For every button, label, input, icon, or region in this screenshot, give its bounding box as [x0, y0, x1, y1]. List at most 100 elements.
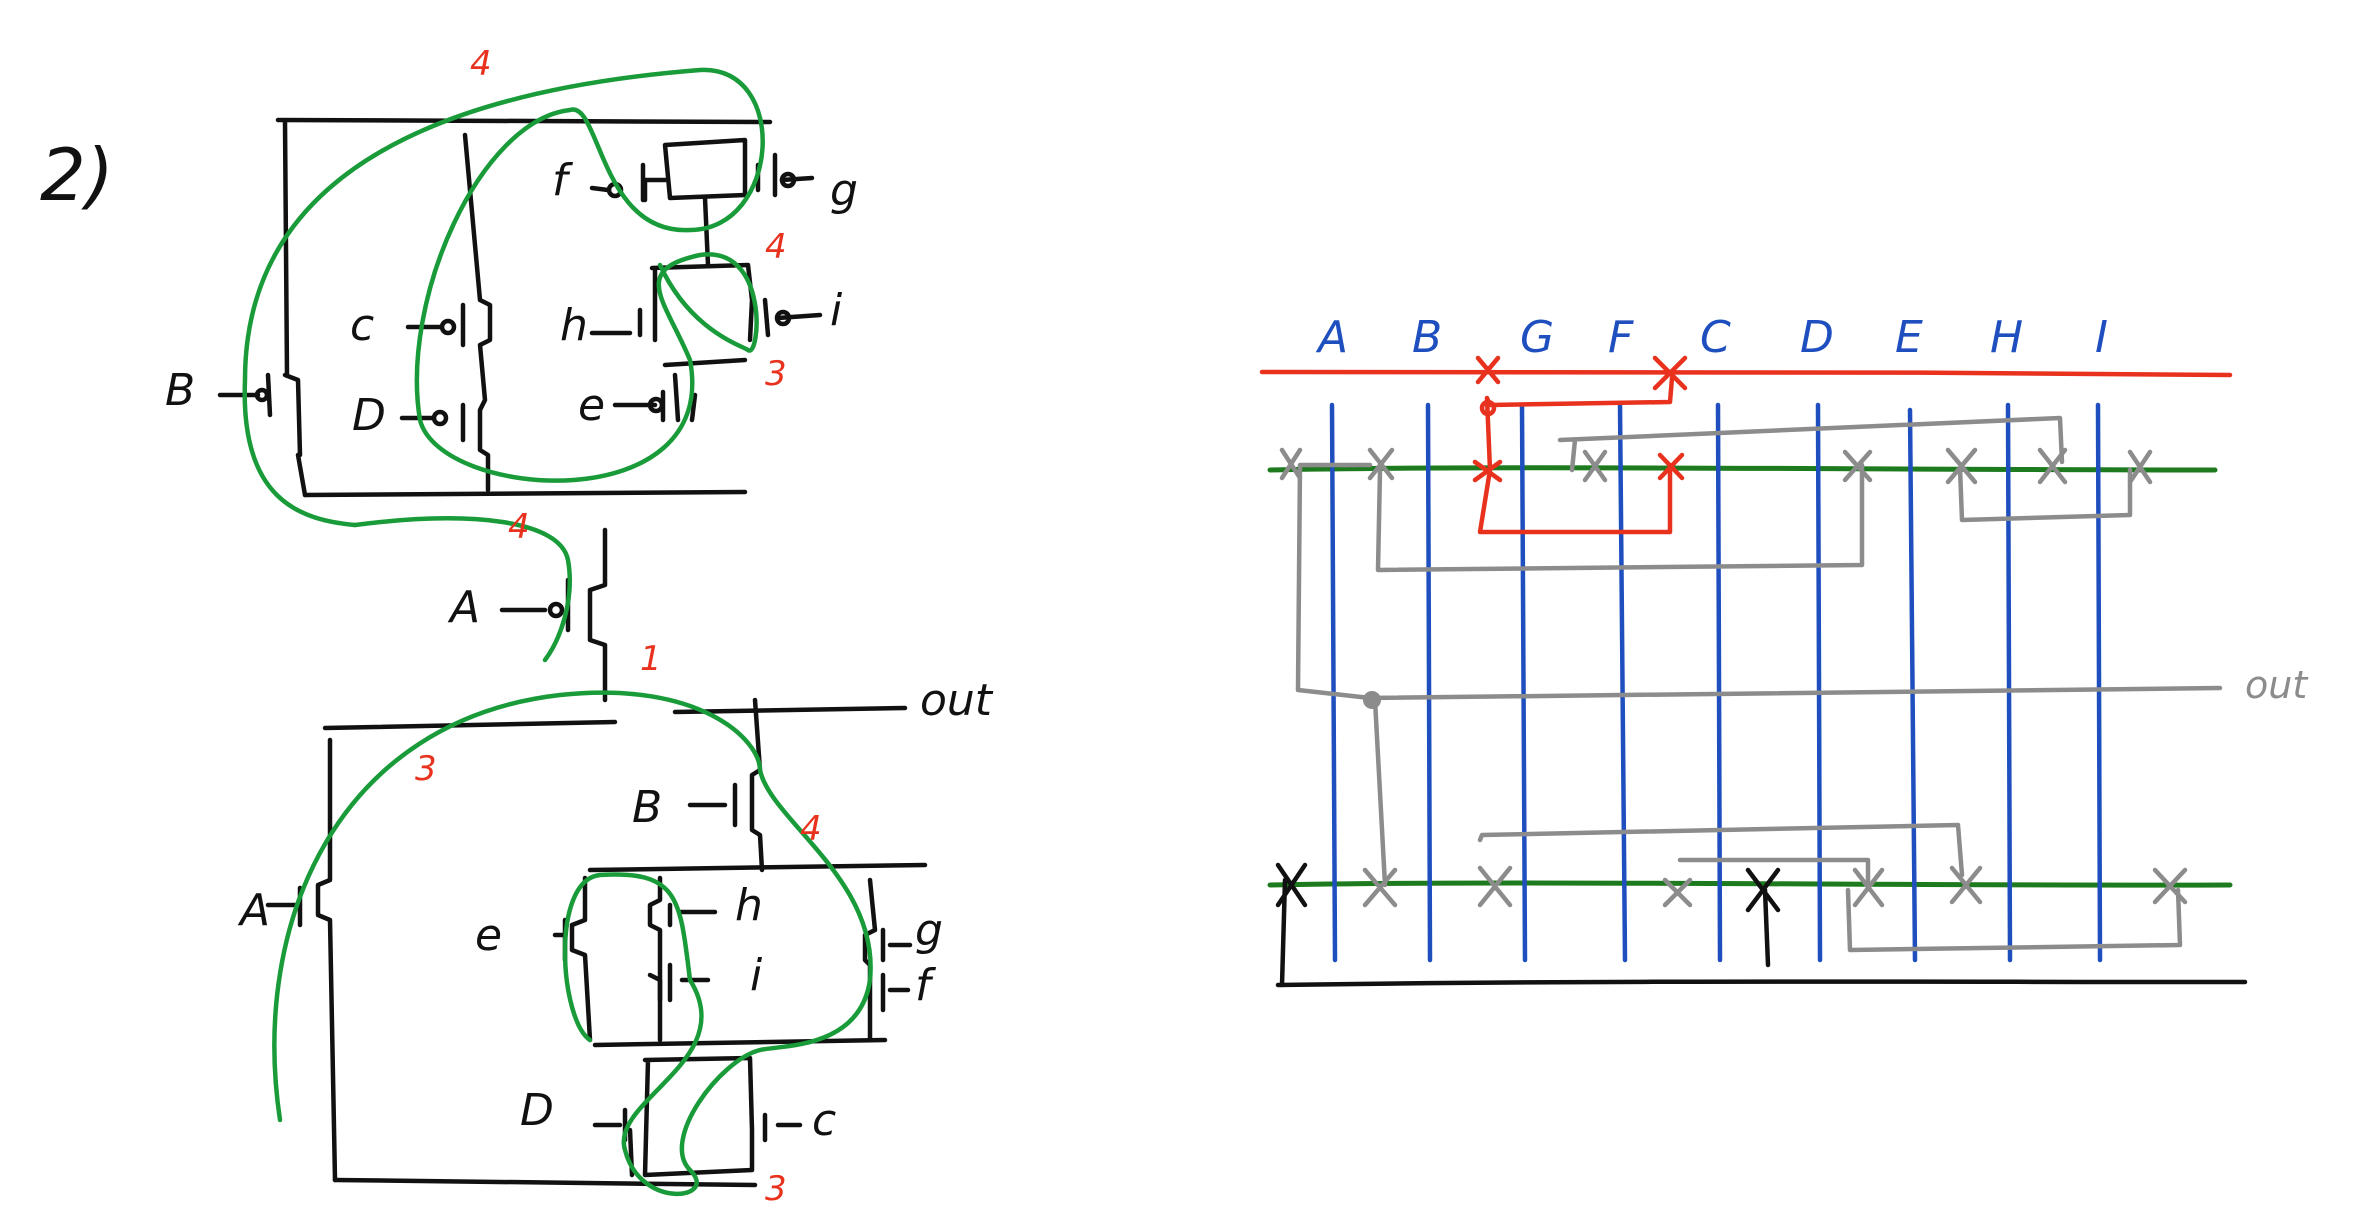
- output-route: [1295, 462, 2223, 701]
- poly-column-e: [1907, 407, 1918, 963]
- pullup-label-d: D: [352, 390, 386, 441]
- pair-fg-box: [662, 137, 748, 201]
- pullup-label-g: g: [830, 165, 858, 216]
- pullup-label-h: h: [560, 300, 588, 351]
- problem-number: 2): [40, 133, 114, 217]
- pair-fg-leads: [589, 175, 815, 193]
- bubble-g: [779, 171, 797, 189]
- pulldown-label-e: e: [475, 910, 502, 961]
- pdiff-route-2: [1557, 415, 2065, 473]
- pullup-label-e: e: [578, 380, 605, 431]
- stick-output-label: out: [2245, 663, 2309, 707]
- ndiff-route-2: [1845, 887, 2183, 953]
- n-diffusion-line: [1267, 880, 2233, 888]
- p-diffusion-line: [1267, 465, 2218, 473]
- poly-column-a: [1329, 402, 1338, 963]
- pullup-euler-loop: [242, 67, 765, 528]
- pulldown-branch-b: [749, 697, 765, 873]
- pullup-bottom-rail: [302, 489, 748, 498]
- output-junction-dot: [1363, 691, 1381, 709]
- bubble-a: [547, 601, 565, 619]
- pullup-count-mid: 4: [765, 227, 787, 267]
- pulldown-count-a-link: 1: [640, 639, 662, 679]
- vdd-rail: [275, 117, 773, 125]
- pulldown-euler-path: [272, 690, 873, 1196]
- pullup-label-b: B: [165, 365, 195, 416]
- pdiff-contact-marks: [1279, 447, 2153, 485]
- poly-column-h: [2005, 402, 2013, 963]
- poly-column-d: [1815, 402, 1823, 963]
- transistor-i-pd: [647, 962, 711, 1003]
- ndiff-contact-marks: [1362, 865, 2188, 908]
- transistor-gf-pd: [862, 877, 913, 1043]
- column-label-7: E: [1895, 312, 1923, 363]
- transistor-e: [662, 357, 748, 423]
- pullup-label-c: c: [350, 300, 374, 351]
- column-label-9: I: [2095, 312, 2108, 363]
- pulldown-branch-a: [315, 737, 338, 1183]
- pulldown-label-f: f: [915, 960, 937, 1011]
- ndiff-route-1: [1477, 822, 1965, 888]
- gnd-supply-line: [1275, 979, 2248, 988]
- bubble-e: [647, 396, 665, 414]
- poly-column-b: [1425, 402, 1433, 963]
- column-label-1: A: [1315, 312, 1348, 363]
- pulldown-count-right: 4: [800, 809, 822, 849]
- pullup-euler-tail: [352, 516, 573, 663]
- pulldown-label-a: A: [237, 885, 270, 936]
- gnd-rail: [332, 1177, 758, 1188]
- pulldown-network: [265, 697, 928, 1188]
- bubble-d: [431, 409, 449, 427]
- cd-gate-leads: [399, 324, 443, 421]
- transistor-d-gate-pd: [592, 1107, 628, 1143]
- column-labels: A B G F C D E H I: [1315, 312, 2108, 363]
- pullup-branch-b: [282, 119, 308, 498]
- column-label-5: C: [1700, 312, 1731, 363]
- bubble-i: [774, 309, 792, 327]
- transistor-e-gate: [612, 389, 666, 423]
- poly-column-c: [1715, 402, 1723, 963]
- pulldown-label-b: B: [632, 782, 662, 833]
- pulldown-label-d: D: [520, 1085, 554, 1136]
- vdd-contact-marks: [1472, 355, 1688, 483]
- pulldown-output-label: out: [920, 675, 994, 726]
- output-rail: [322, 705, 908, 731]
- pulldown-label-i: i: [750, 950, 763, 1001]
- pullup-count-top: 4: [470, 44, 492, 84]
- pair-dc-pd: [627, 1055, 803, 1178]
- pair-hi-leads: [589, 312, 823, 336]
- bubble-b: [254, 387, 270, 403]
- column-label-2: B: [1412, 312, 1442, 363]
- pulldown-label-h: h: [735, 880, 763, 931]
- pullup-label-i: i: [830, 285, 843, 336]
- pulldown-count-left: 3: [415, 749, 437, 789]
- pullup-label-f: f: [552, 155, 574, 206]
- poly-column-i: [2095, 402, 2103, 963]
- pulldown-label-c: c: [812, 1095, 836, 1146]
- poly-column-f: [1617, 402, 1628, 963]
- gnd-contact-marks: [1275, 862, 1781, 988]
- poly-columns: [1329, 402, 2103, 963]
- output-to-ndiff-route: [1372, 697, 1388, 888]
- stick-diagram: [1259, 355, 2248, 988]
- pullup-count-bottom: 4: [508, 507, 530, 547]
- pair-fg-devices: [640, 152, 778, 203]
- pulldown-label-g: g: [915, 905, 943, 956]
- column-label-4: F: [1608, 312, 1634, 363]
- transistor-h-pd: [647, 875, 718, 1043]
- column-label-8: H: [1990, 312, 2023, 363]
- pulldown-count-bottom: 3: [765, 1169, 787, 1209]
- parallel-block-rails: [587, 862, 928, 1048]
- vdd-via: [1479, 399, 1497, 417]
- transistor-b-gate-pd: [687, 782, 738, 828]
- transistor-a-channel: [587, 527, 608, 703]
- column-label-6: D: [1800, 312, 1834, 363]
- pullup-count-right: 3: [765, 354, 787, 394]
- pdiff-route-1: [1375, 462, 1865, 573]
- pullup-label-a: A: [447, 582, 480, 633]
- poly-column-g: [1519, 402, 1528, 963]
- vdd-supply-line: [1259, 368, 2233, 378]
- pdiff-route-3: [1957, 465, 2133, 523]
- pullup-branch-cd: [462, 132, 493, 493]
